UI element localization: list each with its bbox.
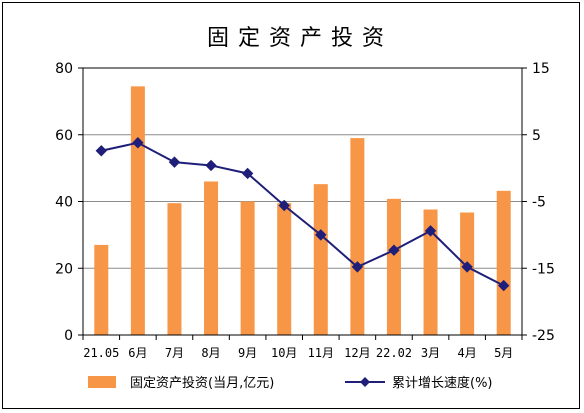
bar bbox=[240, 201, 255, 335]
line-point bbox=[498, 279, 510, 292]
x-axis-tick-label: 11月 bbox=[308, 346, 334, 360]
left-axis-tick-label: 0 bbox=[64, 328, 73, 344]
legend: 固定资产投资(当月,亿元) 累计增长速度(%) bbox=[88, 375, 493, 391]
bar-series bbox=[94, 86, 511, 335]
x-axis-tick-label: 10月 bbox=[271, 346, 297, 360]
right-axis-tick-label: -5 bbox=[532, 195, 546, 211]
left-axis-tick-label: 20 bbox=[55, 261, 73, 277]
left-axis-tick-label: 80 bbox=[55, 61, 73, 77]
legend-bar-swatch bbox=[88, 376, 116, 388]
line-point bbox=[461, 261, 473, 273]
x-axis-tick-label: 4月 bbox=[458, 346, 477, 360]
x-axis-tick-label: 6月 bbox=[128, 346, 147, 360]
legend-line-label: 累计增长速度(%) bbox=[392, 375, 493, 391]
x-axis-tick-label: 9月 bbox=[238, 346, 257, 360]
line-point bbox=[205, 159, 217, 172]
bar bbox=[204, 181, 219, 335]
right-axis-tick-label: 5 bbox=[532, 128, 541, 144]
left-axis-tick-label: 60 bbox=[55, 128, 73, 144]
legend-line-marker bbox=[360, 377, 370, 387]
bar bbox=[277, 203, 292, 335]
right-axis-tick-label: 15 bbox=[532, 61, 550, 77]
bar bbox=[460, 212, 475, 335]
line-point bbox=[95, 145, 107, 157]
bar bbox=[167, 203, 182, 335]
bar bbox=[350, 138, 365, 335]
x-axis-tick-label: 3月 bbox=[421, 346, 440, 360]
legend-bar-label: 固定资产投资(当月,亿元) bbox=[130, 375, 274, 391]
line-point bbox=[315, 229, 327, 241]
bar bbox=[496, 190, 511, 335]
x-axis-tick-label: 12月 bbox=[344, 346, 370, 360]
line-point bbox=[351, 261, 364, 273]
bar bbox=[386, 198, 401, 335]
line-point bbox=[168, 156, 181, 168]
line-point bbox=[132, 137, 144, 149]
x-axis-tick-label: 5月 bbox=[494, 346, 513, 360]
bar bbox=[423, 209, 438, 335]
grid-lines bbox=[83, 134, 522, 269]
bar bbox=[313, 184, 328, 335]
chart-title: 固定资产投资 bbox=[207, 26, 393, 51]
line-path bbox=[101, 141, 505, 287]
x-axis-tick-label: 8月 bbox=[201, 346, 220, 360]
line-point bbox=[388, 244, 400, 256]
x-axis-tick-label: 22.02 bbox=[376, 346, 412, 360]
line-series bbox=[95, 137, 510, 292]
right-axis-tick-label: -25 bbox=[532, 328, 555, 344]
axes: 0 20 40 60 80 -25 -15 -5 5 15 21.05 6月 7月 8月 9月 10月 11月 1… bbox=[55, 61, 555, 360]
x-axis-tick-label: 21.05 bbox=[83, 346, 119, 360]
right-axis-tick-label: -15 bbox=[532, 261, 555, 277]
bar bbox=[130, 86, 145, 335]
left-axis-tick-label: 40 bbox=[55, 195, 73, 211]
line-point bbox=[424, 225, 437, 237]
bar bbox=[94, 244, 109, 335]
x-axis-tick-label: 7月 bbox=[165, 346, 184, 360]
line-point bbox=[241, 167, 254, 180]
line-point bbox=[278, 199, 290, 212]
